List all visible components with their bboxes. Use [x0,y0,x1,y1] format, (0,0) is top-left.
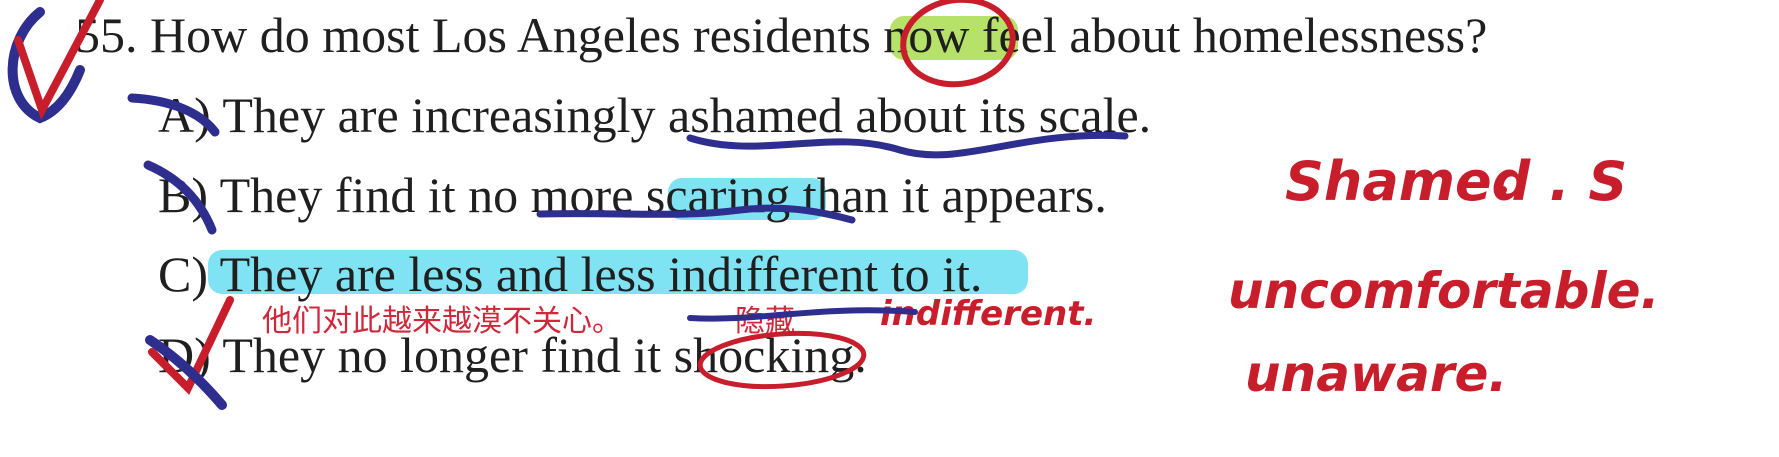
question-prefix: How do most Los Angeles residents [150,7,884,63]
margin-note-shamed: Shamed . S [1285,150,1628,213]
option-c-text: They are less and less indifferent to it… [219,246,983,302]
option-d-letter: D) [158,327,211,383]
option-b-text: They find it no more scaring than it app… [219,167,1107,223]
margin-note-unaware: unaware. [1245,345,1508,403]
chinese-translation-note: 他们对此越来越漠不关心。 [262,304,622,339]
question-suffix: feel about homelessness? [969,7,1488,63]
option-b: B) They find it no more scaring than it … [158,165,1107,225]
margin-note-uncomfortable: uncomfortable. [1228,262,1660,320]
top-left-blue-scribble [7,7,85,124]
option-a: A) They are increasingly ashamed about i… [158,85,1151,145]
indifferent-note: indifferent. [880,294,1097,334]
option-a-letter: A) [158,87,211,143]
question-keyword: now [883,7,970,63]
question-number: 55. [75,7,138,63]
option-a-text: They are increasingly ashamed about its … [222,87,1152,143]
option-c-highlight [208,250,1028,294]
option-c-letter: C) [158,246,208,302]
question-line: 55. How do most Los Angeles residents no… [75,5,1487,65]
option-b-letter: B) [158,167,208,223]
chinese-side-note: 隐藏 [735,304,795,339]
option-c: C) They are less and less indifferent to… [158,244,982,304]
